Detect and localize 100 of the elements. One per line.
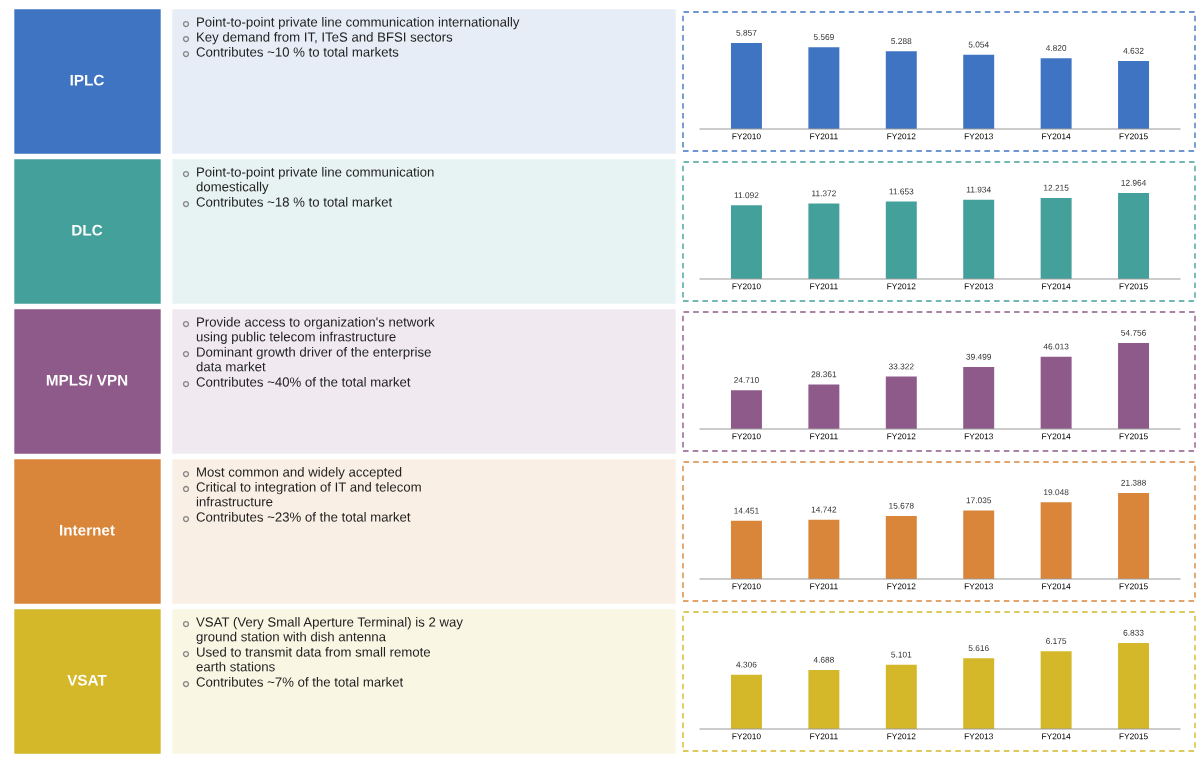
text: Used to transmit data from small remote earth stations <box>196 647 431 672</box>
data-label: 4.306 <box>736 661 757 668</box>
data-label: 4.820 <box>1045 45 1067 51</box>
data-label: 15.678 <box>889 502 914 509</box>
text: Contributes ~18 % to total market <box>196 197 393 207</box>
x-tick-label: FY2014 <box>1042 133 1071 140</box>
data-label: 11.372 <box>812 190 836 197</box>
x-tick-label: FY2015 <box>1119 133 1148 140</box>
data-label: 5.101 <box>891 651 912 658</box>
bar <box>885 664 917 729</box>
text: Dominant growth driver of the enterprise data market <box>196 347 431 372</box>
x-tick-label: FY2012 <box>887 283 916 290</box>
bar <box>963 658 995 729</box>
text: Critical to integration of IT and telecom infrastructure <box>196 482 421 507</box>
x-tick-label: FY2011 <box>810 283 838 290</box>
data-label: 5.616 <box>968 645 989 652</box>
text: Most common and widely accepted <box>197 467 402 480</box>
x-tick-label: FY2011 <box>810 433 838 440</box>
data-label: 28.361 <box>811 371 837 378</box>
text: IPLC <box>70 74 104 86</box>
data-label: 39.499 <box>966 353 992 360</box>
data-label: 12.215 <box>1044 184 1069 191</box>
text: VSAT (Very Small Aperture Terminal) is 2 way ground station with dish antenna <box>196 617 463 644</box>
data-label: 12.964 <box>1121 179 1147 186</box>
bar <box>1118 492 1150 579</box>
x-tick-label: FY2010 <box>732 283 761 290</box>
x-tick-label: FY2014 <box>1042 433 1071 440</box>
data-label: 5.054 <box>968 41 989 48</box>
x-tick-label: FY2013 <box>964 733 993 740</box>
bar <box>730 42 762 129</box>
x-tick-label: FY2013 <box>964 133 993 140</box>
x-tick-label: FY2011 <box>810 733 838 740</box>
bar <box>730 520 762 579</box>
x-tick-label: FY2011 <box>810 133 838 140</box>
bar <box>1118 342 1150 429</box>
data-label: 6.833 <box>1123 629 1144 636</box>
data-label: 4.688 <box>813 656 834 663</box>
bar <box>808 384 840 429</box>
bar <box>730 390 762 429</box>
x-tick-label: FY2010 <box>732 583 761 590</box>
data-label: 6.175 <box>1046 638 1067 644</box>
x-tick-label: FY2015 <box>1119 433 1148 440</box>
bar <box>885 51 917 129</box>
text: Point-to-point private line communication domestically <box>196 167 434 194</box>
bar <box>730 674 762 729</box>
x-tick-label: FY2014 <box>1042 733 1071 740</box>
data-label: 19.048 <box>1044 489 1069 496</box>
data-label: 4.632 <box>1123 47 1144 54</box>
text: Contributes ~7% of the total market <box>196 677 404 687</box>
x-tick-label: FY2013 <box>964 433 993 440</box>
data-label: 11.934 <box>966 186 991 193</box>
data-label: 5.288 <box>891 38 912 45</box>
x-tick-label: FY2010 <box>732 733 761 740</box>
data-label: 46.013 <box>1043 343 1069 350</box>
text: Key demand from IT, ITeS and BFSI sectors <box>197 32 453 45</box>
x-tick-label: FY2014 <box>1042 283 1071 290</box>
data-label: 21.388 <box>1121 479 1146 486</box>
text: MPLS/ VPN <box>46 374 128 386</box>
text: Point-to-point private line communication internationally <box>197 17 520 30</box>
text: VSAT <box>67 674 107 686</box>
bar <box>963 366 995 429</box>
x-tick-label: FY2015 <box>1119 583 1148 590</box>
bar <box>963 510 995 579</box>
x-tick-label: FY2010 <box>732 433 761 440</box>
x-tick-label: FY2014 <box>1042 583 1071 590</box>
bar <box>885 376 917 429</box>
bar <box>885 515 917 579</box>
text: Contributes ~10 % to total markets <box>196 47 399 57</box>
bar <box>808 519 840 579</box>
x-tick-label: FY2013 <box>964 583 993 590</box>
data-label: 24.710 <box>734 377 759 383</box>
data-label: 5.857 <box>736 29 757 36</box>
x-tick-label: FY2010 <box>732 133 761 140</box>
data-label: 33.322 <box>888 363 914 370</box>
bar <box>808 47 840 129</box>
bar <box>1118 642 1150 729</box>
x-tick-label: FY2012 <box>887 133 916 140</box>
bar <box>1040 502 1072 579</box>
text: Contributes ~23% of the total market <box>196 512 411 522</box>
bar <box>1040 651 1072 729</box>
x-tick-label: FY2015 <box>1119 283 1148 290</box>
data-label: 54.756 <box>1121 329 1146 336</box>
bar <box>1040 356 1072 429</box>
x-tick-label: FY2012 <box>887 583 916 590</box>
data-label: 14.742 <box>811 506 837 513</box>
bar <box>808 669 840 729</box>
x-tick-label: FY2012 <box>887 733 916 740</box>
x-tick-label: FY2013 <box>964 283 993 290</box>
data-label: 17.035 <box>966 497 992 504</box>
x-tick-label: FY2015 <box>1119 733 1148 740</box>
data-label: 14.451 <box>734 507 759 514</box>
data-label: 5.569 <box>813 34 834 40</box>
x-tick-label: FY2011 <box>810 583 838 590</box>
text: Internet <box>60 524 115 536</box>
data-label: 11.653 <box>889 188 914 195</box>
text: Provide access to organization's network using public telecom infrastructure <box>196 317 435 344</box>
bar <box>1040 58 1072 129</box>
data-label: 11.092 <box>734 192 759 199</box>
bar <box>1118 60 1150 129</box>
bar <box>963 54 995 129</box>
